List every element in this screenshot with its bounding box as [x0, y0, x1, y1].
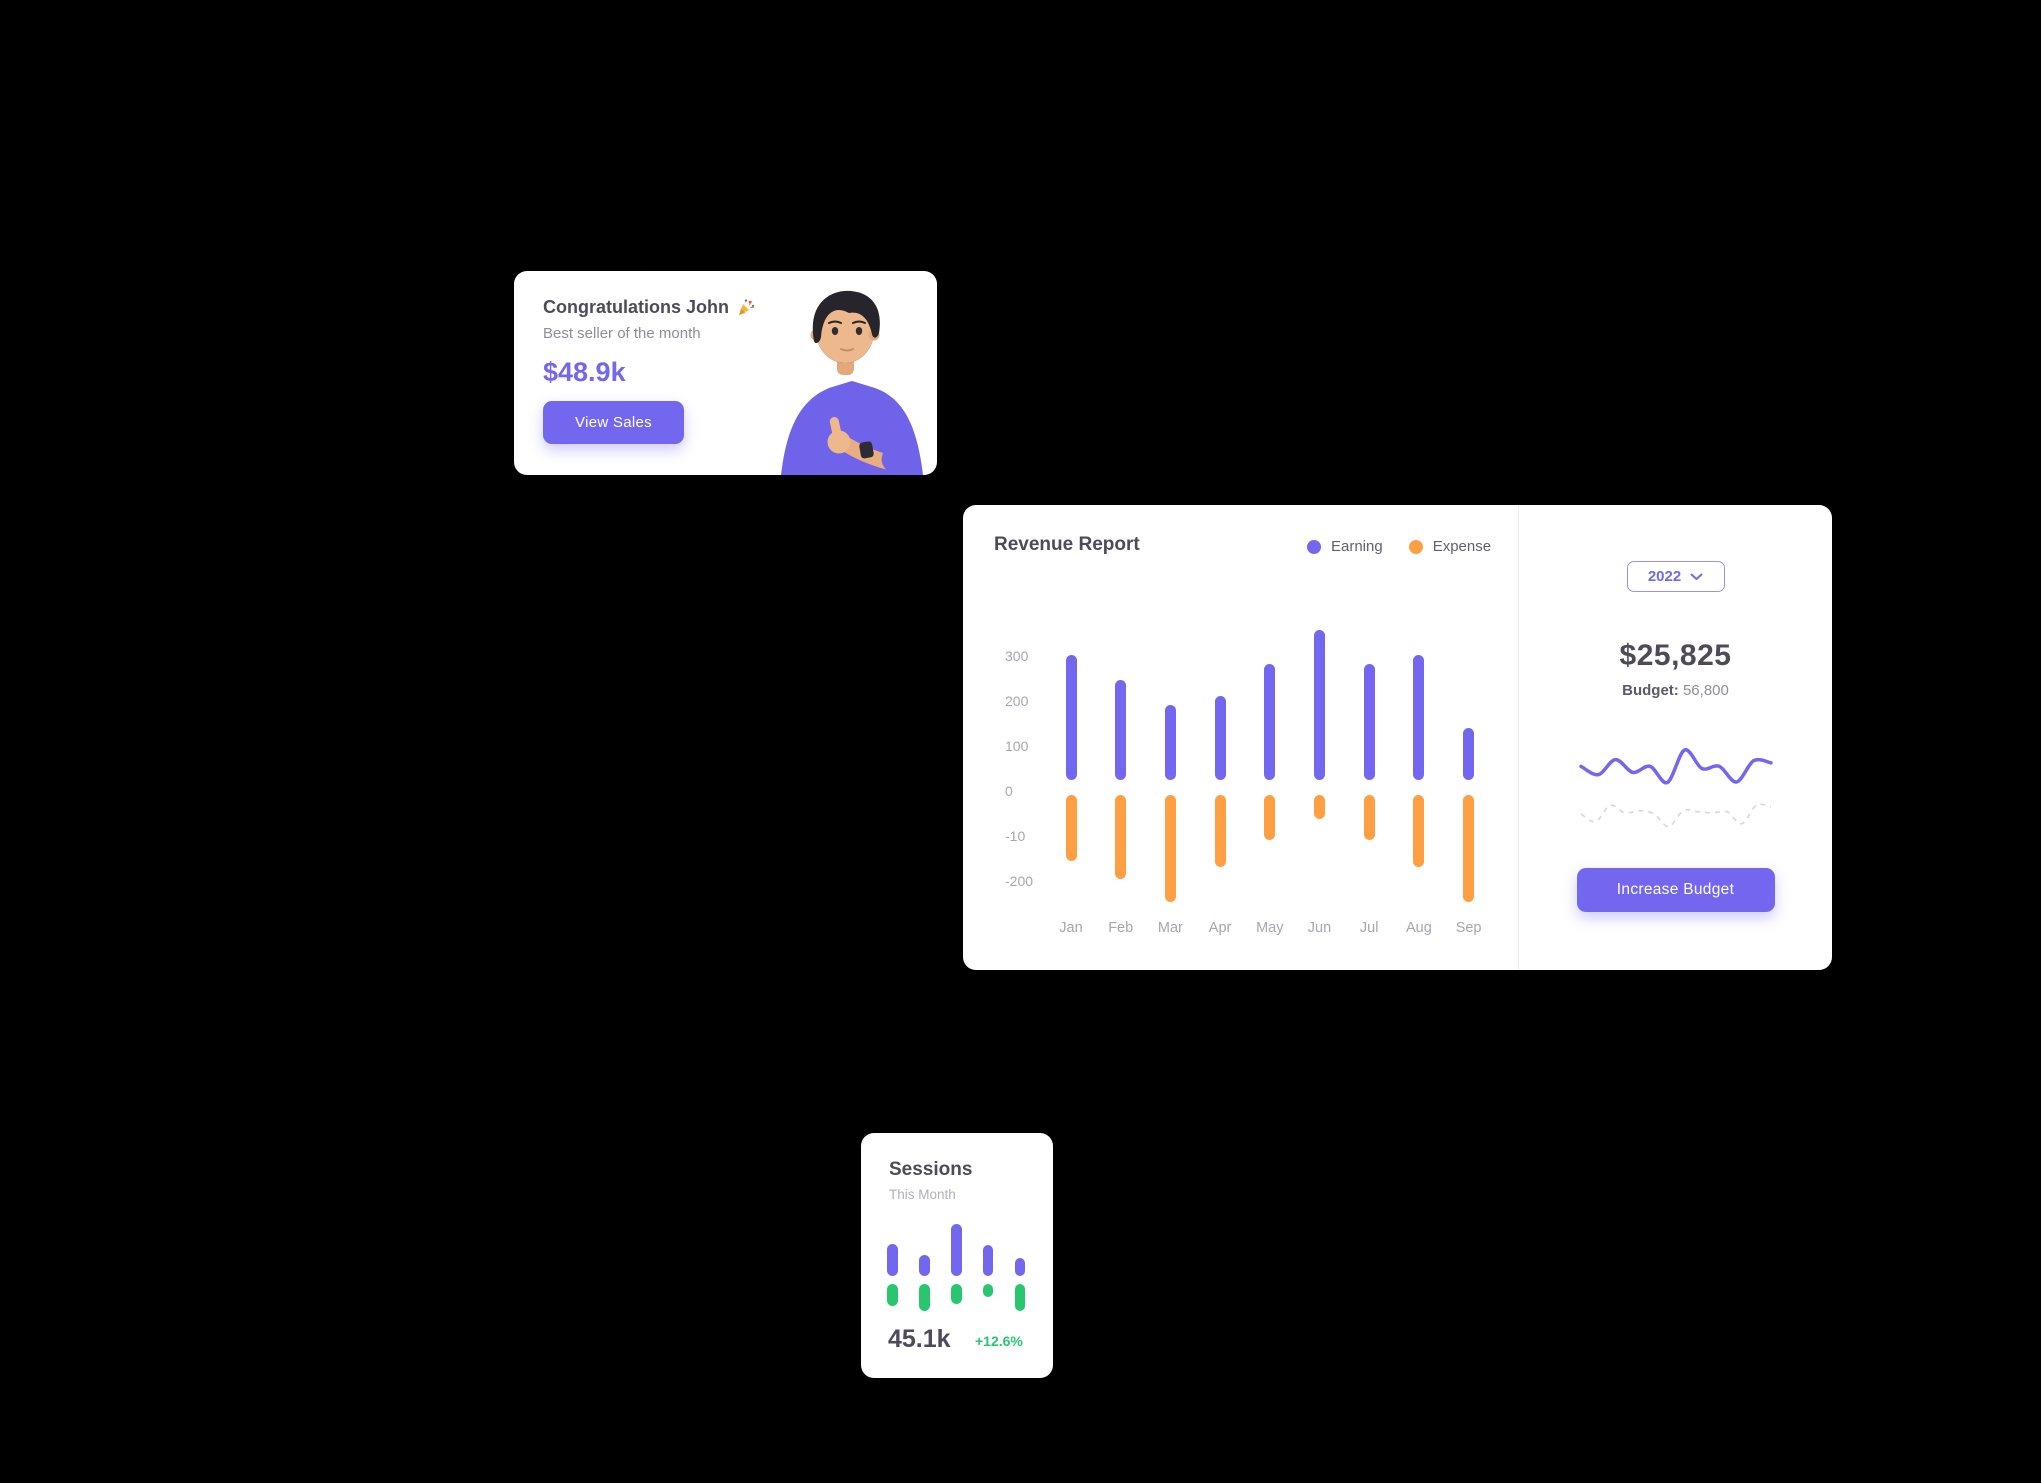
expense-legend-label: Expense	[1432, 538, 1492, 555]
x-axis-label: Jul	[1359, 920, 1379, 936]
earning-bar	[1115, 680, 1127, 780]
sessions-title: Sessions	[889, 1159, 973, 1180]
y-axis-label: 0	[1005, 782, 1013, 799]
congratulations-card: Congratulations John Best seller of the …	[514, 271, 937, 475]
sessions-bar-bottom	[887, 1284, 898, 1306]
view-sales-button[interactable]: View Sales	[543, 401, 684, 444]
y-axis-label: -10	[1005, 827, 1026, 844]
y-axis-label: -200	[1005, 872, 1034, 889]
expense-bar	[1363, 795, 1375, 840]
sessions-total: 45.1k	[888, 1325, 951, 1353]
sessions-bar-bottom	[1014, 1284, 1026, 1311]
legend-item-expense: Expense	[1408, 538, 1492, 555]
budget-trend-sparkline	[1578, 748, 1773, 828]
earning-bar	[1065, 654, 1077, 780]
congrats-title: Congratulations John	[543, 297, 729, 317]
expense-bar	[1115, 795, 1127, 879]
sessions-bar-top	[887, 1244, 898, 1276]
sessions-mini-chart	[861, 1219, 1053, 1319]
sessions-bar-top	[1014, 1258, 1026, 1276]
x-axis-label: Sep	[1455, 920, 1482, 936]
year-dropdown-value: 2022	[1647, 568, 1682, 585]
earning-bar	[1363, 664, 1375, 780]
y-axis-label: 200	[1005, 692, 1029, 709]
congrats-amount: $48.9k	[543, 357, 626, 387]
earning-bar	[1314, 629, 1325, 780]
x-axis-label: Aug	[1405, 920, 1432, 936]
expense-bar	[1065, 795, 1077, 861]
congrats-title-row: Congratulations John	[543, 297, 937, 318]
budget-value: 56,800	[1682, 682, 1729, 699]
panel-divider	[1518, 505, 1519, 970]
budget-panel: 2022 $25,825 Budget: 56,800 Increase Bud…	[1519, 505, 1832, 970]
current-trend-line	[1578, 748, 1773, 785]
sessions-bar-bottom	[951, 1284, 962, 1304]
expense-bar	[1264, 795, 1276, 840]
earning-bar	[1164, 705, 1176, 780]
expense-bar	[1164, 795, 1176, 902]
x-axis-label: Jan	[1059, 920, 1083, 936]
earning-bar	[1463, 728, 1475, 780]
earning-bar	[1214, 696, 1226, 780]
chart-legend: Earning Expense	[1307, 538, 1491, 555]
expense-legend-dot	[1408, 539, 1423, 554]
expense-bar	[1413, 795, 1425, 868]
expense-bar	[1314, 795, 1325, 820]
sessions-bar-top	[982, 1245, 994, 1276]
expense-bar	[1463, 795, 1475, 902]
previous-trend-line	[1580, 803, 1771, 828]
sessions-bar-bottom	[919, 1284, 930, 1311]
congrats-subtitle: Best seller of the month	[543, 325, 701, 342]
revenue-bar-chart: 300 200 100 0 -10 -200 Jan Feb Mar Apr May Jun Jul Au…	[963, 505, 1518, 970]
total-earning-value: $25,825	[1619, 639, 1732, 672]
x-axis-label: Apr	[1208, 920, 1232, 936]
earning-legend-label: Earning	[1331, 538, 1383, 555]
revenue-report-title: Revenue Report	[994, 534, 1140, 555]
earning-bar	[1413, 654, 1425, 780]
chevron-down-icon	[1690, 573, 1703, 580]
budget-label: Budget:	[1622, 682, 1679, 699]
budget-line: Budget: 56,800	[1622, 682, 1729, 699]
y-axis-label: 300	[1005, 647, 1029, 664]
y-axis-label: 100	[1005, 737, 1029, 754]
sessions-change-badge: +12.6%	[975, 1333, 1023, 1349]
increase-budget-button[interactable]: Increase Budget	[1576, 868, 1775, 912]
earning-legend-dot	[1307, 539, 1321, 554]
legend-item-earning: Earning	[1307, 538, 1383, 555]
x-axis-label: Jun	[1307, 920, 1332, 936]
x-axis-label: Mar	[1157, 920, 1183, 936]
sessions-bar-bottom	[982, 1284, 994, 1297]
sessions-period: This Month	[889, 1187, 956, 1202]
party-popper-icon	[739, 299, 755, 315]
x-axis-label: Feb	[1108, 920, 1134, 936]
sessions-card: Sessions This Month 45.1k +12.6%	[861, 1133, 1053, 1378]
sessions-bar-top	[951, 1224, 962, 1276]
earning-bar	[1264, 664, 1276, 780]
expense-bar	[1214, 795, 1226, 868]
revenue-report-card: Revenue Report Earning Expense 300 200 100…	[963, 505, 1832, 970]
year-dropdown[interactable]: 2022	[1626, 561, 1725, 592]
person-illustration	[781, 290, 923, 475]
x-axis-label: May	[1256, 920, 1284, 936]
sessions-bar-top	[919, 1255, 930, 1276]
